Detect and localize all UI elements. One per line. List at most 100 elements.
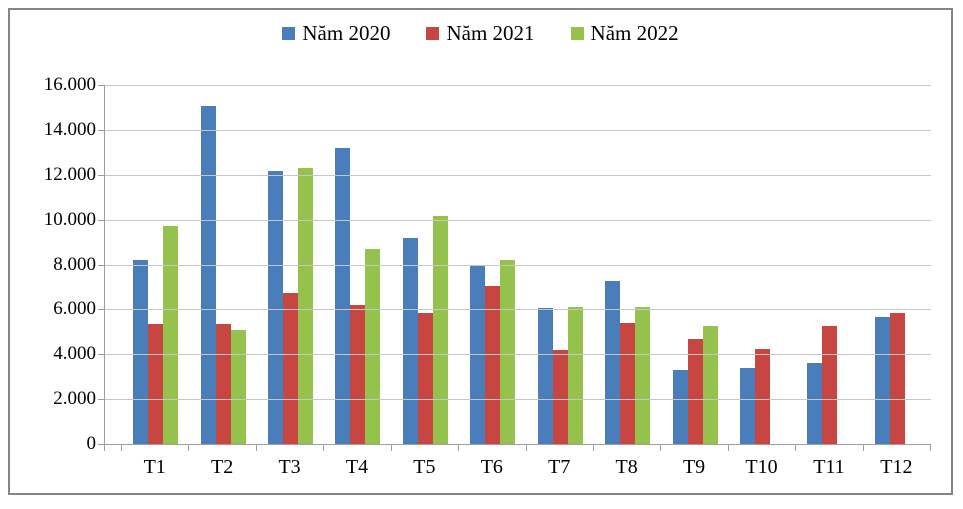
x-axis-tick xyxy=(390,445,392,451)
x-axis-tick xyxy=(458,445,460,451)
x-tick-label-t1: T1 xyxy=(143,456,166,478)
x-axis-tick xyxy=(323,445,325,451)
x-tick-label-t8: T8 xyxy=(615,456,638,478)
bar-group-t9 xyxy=(661,85,728,444)
bar-series3-t5 xyxy=(432,216,448,444)
y-axis-bottom-tick xyxy=(104,444,105,451)
x-axis-tick xyxy=(592,445,594,451)
x-tick-label-t11: T11 xyxy=(813,456,845,478)
bar-group-t12 xyxy=(864,85,931,444)
x-tick-label-t12: T12 xyxy=(880,456,913,478)
y-axis-tick xyxy=(98,129,105,131)
y-tick-label: 4.000 xyxy=(53,343,96,365)
y-axis-labels: 0 2.000 4.000 6.000 8.000 10.000 12.000 14.000 1… xyxy=(10,74,96,454)
x-tick-label-t10: T10 xyxy=(745,456,778,478)
bar-group-t10 xyxy=(729,85,796,444)
gridline xyxy=(105,399,931,401)
legend-item-3: Năm 2022 xyxy=(570,21,679,46)
bar-series1-t5 xyxy=(402,237,418,444)
y-tick-label: 10.000 xyxy=(43,208,96,230)
x-tick-label-t7: T7 xyxy=(548,456,571,478)
y-axis-tick xyxy=(98,354,105,356)
bar-series1-t8 xyxy=(605,281,621,444)
y-axis-tick xyxy=(98,85,105,86)
bar-series2-t5 xyxy=(417,312,433,444)
plot-area xyxy=(98,85,931,451)
bar-series2-t3 xyxy=(283,292,299,444)
bar-series1-t10 xyxy=(740,367,755,444)
y-tick-label: 16.000 xyxy=(43,74,96,95)
bar-group-t11 xyxy=(796,85,863,444)
gridline xyxy=(105,354,931,356)
bar-series2-t8 xyxy=(620,322,636,444)
x-axis-ticks xyxy=(121,444,931,451)
bar-series1-t1 xyxy=(133,260,149,444)
bar-group-t7 xyxy=(527,85,594,444)
bar-group-t1 xyxy=(122,85,189,444)
bar-series3-t6 xyxy=(500,260,516,444)
bar-group-t4 xyxy=(324,85,391,444)
chart-frame: Năm 2020 Năm 2021 Năm 2022 0 2.000 4.000 6.00… xyxy=(8,8,953,495)
x-axis-tick xyxy=(188,445,190,451)
x-tick-label-t3: T3 xyxy=(278,456,301,478)
legend-label: Năm 2022 xyxy=(590,21,679,45)
bar-series3-t7 xyxy=(567,307,583,444)
x-axis-tick xyxy=(795,445,797,451)
bar-series1-t2 xyxy=(200,106,216,444)
bar-group-t3 xyxy=(257,85,324,444)
x-axis-tick xyxy=(727,445,729,451)
gridline xyxy=(105,85,931,86)
bar-series1-t4 xyxy=(335,147,351,444)
gridline xyxy=(105,174,931,176)
y-tick-label: 6.000 xyxy=(53,298,96,320)
x-tick-label-t2: T2 xyxy=(211,456,234,478)
x-tick-label-t6: T6 xyxy=(480,456,503,478)
bar-group-t8 xyxy=(594,85,661,444)
legend: Năm 2020 Năm 2021 Năm 2022 xyxy=(10,21,951,46)
y-axis-tick xyxy=(98,399,105,401)
x-axis-tick xyxy=(930,445,931,451)
bars-container xyxy=(122,85,931,444)
bar-group-t2 xyxy=(189,85,256,444)
bar-series2-t11 xyxy=(822,326,838,444)
bar-series3-t8 xyxy=(635,307,651,444)
bar-series3-t3 xyxy=(298,168,314,444)
x-axis-tick xyxy=(121,445,122,451)
x-tick-label-t9: T9 xyxy=(682,456,706,478)
x-axis-labels: T1 T2 T3 T4 T5 T6 T7 T8 T9 T10 T11 T12 xyxy=(121,456,930,479)
y-tick-label: 8.000 xyxy=(53,253,96,275)
bar-series2-t10 xyxy=(755,348,770,444)
bar-series2-t2 xyxy=(215,323,231,444)
x-axis-tick xyxy=(660,445,662,451)
gridline xyxy=(105,219,931,221)
x-axis-tick xyxy=(255,445,257,451)
legend-swatch-icon xyxy=(426,27,440,40)
gridline xyxy=(105,264,931,266)
bar-series1-t7 xyxy=(537,308,553,444)
y-axis-tick xyxy=(98,174,105,176)
legend-label: Năm 2021 xyxy=(446,21,535,45)
bar-series1-t3 xyxy=(268,171,284,444)
bar-series2-t6 xyxy=(485,285,501,444)
legend-item-2: Năm 2021 xyxy=(426,21,535,46)
bar-series3-t4 xyxy=(365,248,381,444)
legend-swatch-icon xyxy=(282,27,296,40)
y-tick-label: 12.000 xyxy=(43,163,96,185)
bar-series1-t9 xyxy=(672,369,688,444)
bar-series3-t1 xyxy=(163,226,179,444)
y-axis-tick xyxy=(98,219,105,221)
gridline xyxy=(105,309,931,311)
legend-label: Năm 2020 xyxy=(302,21,391,45)
bar-series3-t2 xyxy=(230,329,246,444)
bar-series1-t11 xyxy=(807,363,823,444)
x-axis-tick xyxy=(862,445,864,451)
bar-series1-t12 xyxy=(874,317,890,444)
y-axis-tick xyxy=(98,264,105,266)
x-axis-tick xyxy=(525,445,527,451)
bar-group-t5 xyxy=(392,85,459,444)
y-tick-label: 14.000 xyxy=(43,118,96,140)
bar-series3-t9 xyxy=(702,326,718,444)
y-axis-tick xyxy=(98,309,105,311)
bar-series2-t1 xyxy=(148,323,164,444)
bar-series2-t9 xyxy=(687,338,703,444)
